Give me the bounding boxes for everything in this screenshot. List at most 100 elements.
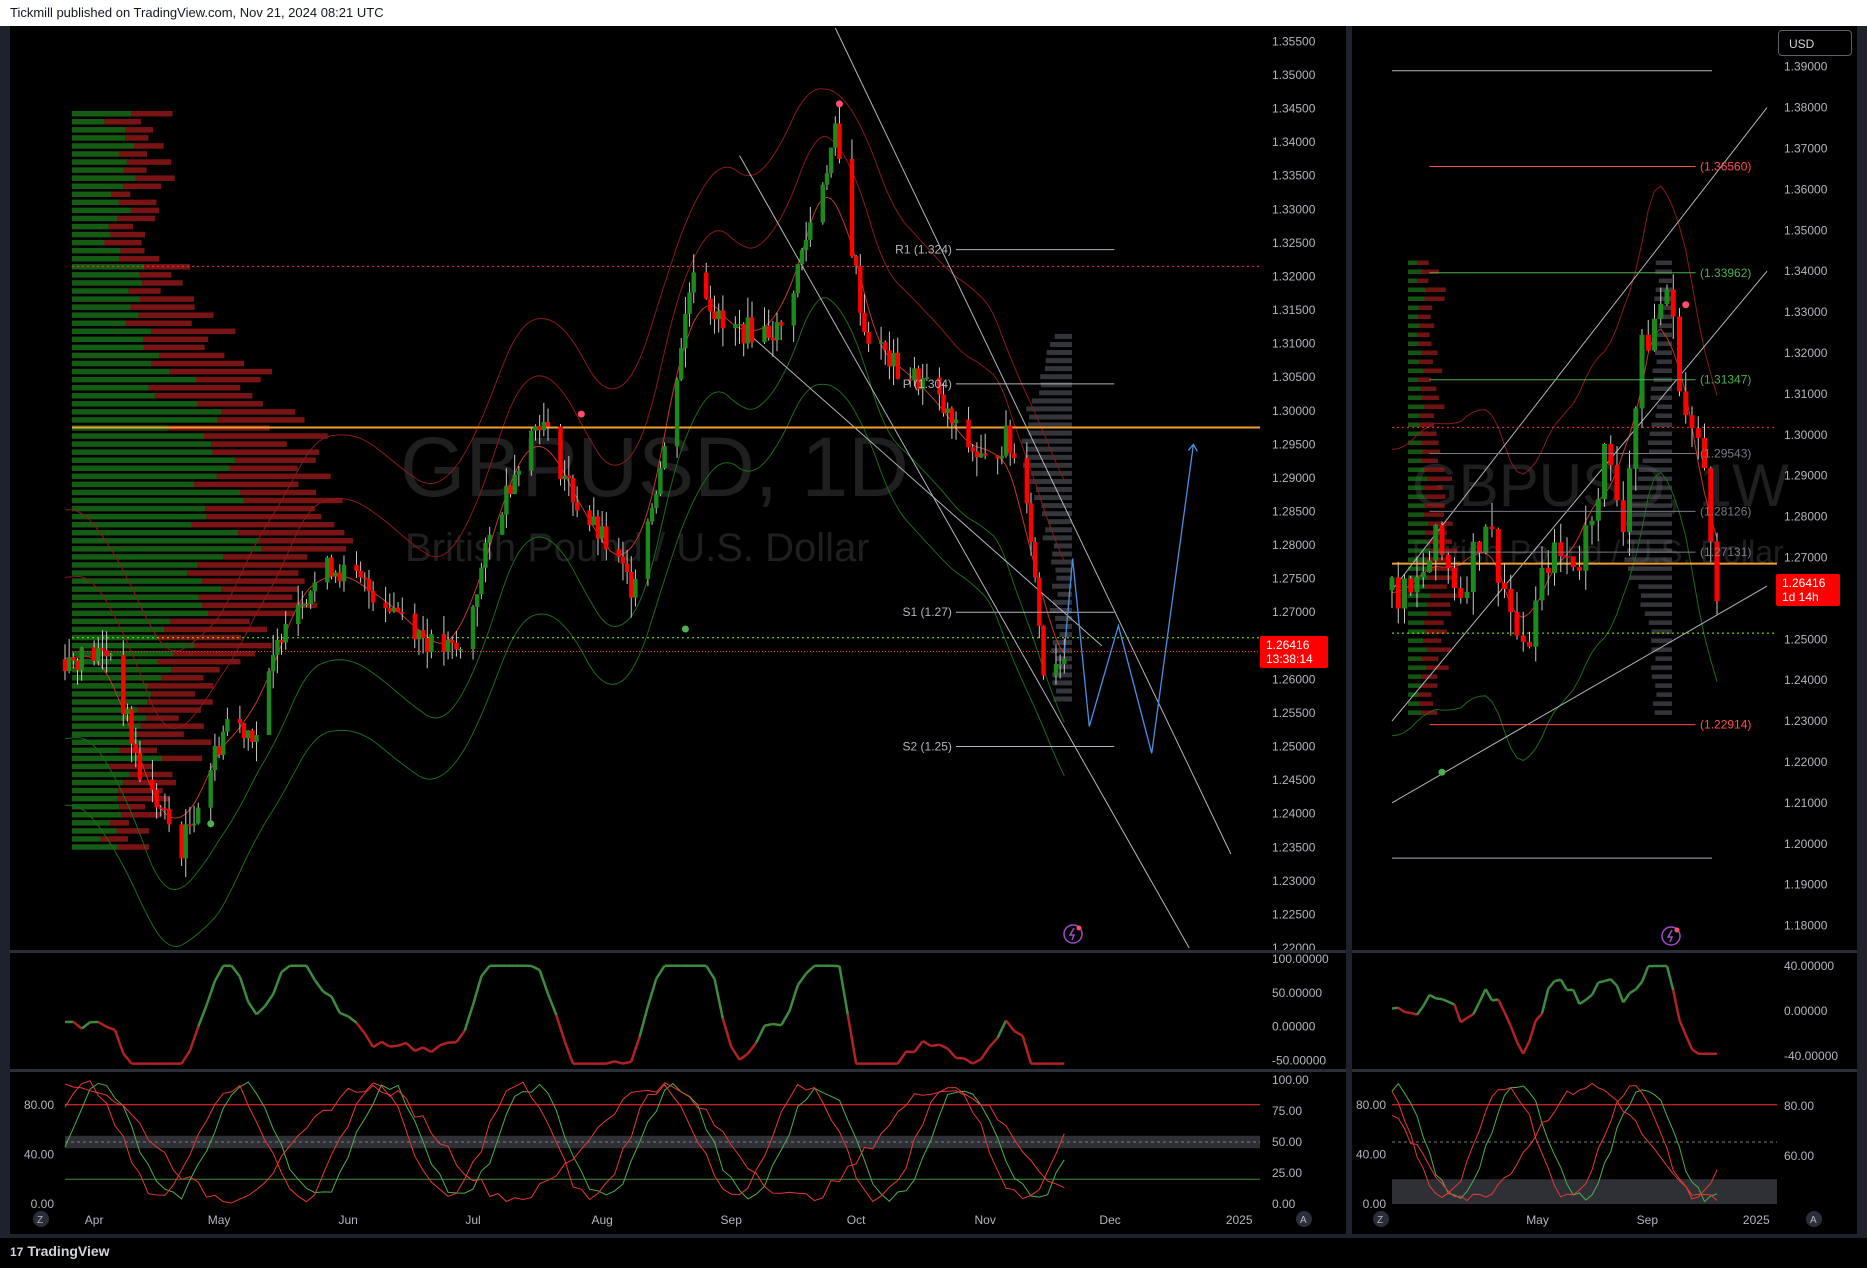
right-z-button[interactable]: Z [1373, 1211, 1389, 1227]
rvp-sell-bar [1419, 359, 1433, 364]
vp-sell-bar [123, 183, 162, 189]
candle-body [208, 770, 213, 808]
osc1-segment [630, 1036, 641, 1063]
vp-sell-bar [104, 239, 142, 246]
vp-sell-bar [141, 739, 212, 746]
left-chart-panel[interactable]: GBPUSD, 1D British Pound / U.S. Dollar R… [10, 26, 1346, 1234]
right-a-button[interactable]: A [1806, 1211, 1822, 1227]
candle-body [662, 446, 667, 469]
currency-button[interactable]: USD [1778, 30, 1852, 56]
osc1-segment [614, 1060, 624, 1065]
r-osc1-segment [1547, 980, 1556, 990]
r-candle-body [1595, 499, 1601, 521]
r-osc1-segment [1478, 988, 1487, 1003]
r-price-tick: 1.37000 [1784, 142, 1828, 156]
right-pane-sep-2[interactable] [1352, 1069, 1857, 1072]
rvp-buy-bar [1408, 656, 1422, 661]
candle-body [891, 352, 896, 367]
vp-buy-bar [72, 239, 105, 246]
candle-body [674, 379, 680, 447]
vp-buy-bar [72, 409, 221, 415]
vp-sell-bar [109, 763, 153, 770]
candle-body [974, 451, 980, 458]
tradingview-logo[interactable]: 17 TradingView [10, 1243, 110, 1259]
r-candle-body [1614, 465, 1620, 501]
tv-logo-text: TradingView [27, 1243, 110, 1259]
right-chart-svg[interactable]: GBPUSD, 1W British Pound / U.S. Dollar (… [1352, 26, 1857, 1234]
rvp-buy-bar [1408, 530, 1426, 535]
left-pane-sep-1[interactable] [10, 950, 1346, 953]
vp-sell-bar [108, 223, 133, 230]
r-osc1-segment [1597, 979, 1605, 984]
osc1-segment [463, 1004, 475, 1031]
r-osc1-segment [1484, 988, 1494, 1002]
price-tick: 1.25000 [1272, 740, 1316, 754]
osc1-segment [238, 976, 250, 1003]
r-candle-body [1564, 556, 1570, 558]
r-candle-body [1570, 556, 1576, 567]
vp-sell-bar [121, 812, 162, 818]
osc1-segment [330, 996, 341, 1014]
vp-session-bar [1031, 398, 1072, 404]
r-osc2-band [1392, 1179, 1777, 1204]
r-osc1-segment [1628, 988, 1637, 995]
left-pane-sep-2[interactable] [10, 1069, 1346, 1072]
r-osc1-segment [1460, 1016, 1468, 1024]
r-osc1-tick: 0.00000 [1784, 1004, 1828, 1018]
time-tick: Oct [847, 1213, 866, 1227]
candle-body [279, 640, 284, 643]
vp-buy-bar [72, 699, 147, 705]
vp-sell-bar [221, 409, 296, 415]
r-osc1-segment [1515, 1041, 1525, 1055]
candle-body [395, 607, 401, 613]
r-candle-body [1533, 600, 1539, 647]
r-channel-upper-2 [1391, 107, 1768, 591]
candle-body [191, 823, 197, 826]
candle-body [104, 650, 109, 657]
vp-buy-bar [72, 787, 119, 794]
rvp-session-bar [1650, 386, 1672, 391]
vp-sell-bar [143, 344, 205, 351]
candle-body [312, 582, 317, 592]
price-tick: 1.32500 [1272, 236, 1316, 250]
osc2-right-tick: 50.00 [1272, 1135, 1302, 1149]
candle-body [450, 639, 455, 643]
candle-body [183, 824, 188, 859]
vp-buy-bar [72, 449, 213, 455]
rvp-session-bar [1624, 557, 1672, 562]
rvp-buy-bar [1408, 359, 1420, 364]
vp-session-bar [1035, 487, 1072, 492]
left-a-button[interactable]: A [1296, 1211, 1312, 1227]
candle-body [937, 377, 942, 395]
lightning-icon[interactable] [1063, 924, 1083, 944]
right-chart-panel[interactable]: GBPUSD, 1W British Pound / U.S. Dollar (… [1352, 26, 1857, 1234]
osc1-segment [730, 1046, 741, 1061]
price-tick: 1.30500 [1272, 370, 1316, 384]
candle-body [624, 563, 630, 572]
rvp-buy-bar [1408, 332, 1418, 337]
left-z-button[interactable]: Z [33, 1211, 49, 1227]
vp-sell-bar [202, 578, 305, 584]
candle-body [587, 510, 592, 526]
candle-body [912, 368, 917, 381]
vp-buy-bar [72, 465, 230, 472]
vp-buy-bar [72, 441, 212, 447]
r-osc2-left-tick: 0.00 [1363, 1197, 1387, 1211]
candle-body [824, 173, 830, 185]
rvp-sell-bar [1421, 458, 1438, 463]
rvp-buy-bar [1408, 413, 1420, 418]
right-pane-sep-1[interactable] [1352, 950, 1857, 953]
rvp-sell-bar [1419, 701, 1434, 706]
rvp-buy-bar [1408, 287, 1425, 292]
r-osc1-segment [1528, 1020, 1537, 1042]
left-chart-svg[interactable]: GBPUSD, 1D British Pound / U.S. Dollar R… [10, 26, 1346, 1234]
r-osc2-left-tick: 40.00 [1356, 1147, 1386, 1161]
rvp-session-bar [1640, 602, 1672, 607]
lightning-icon-right[interactable] [1661, 926, 1681, 946]
left-last-price: 1.26416 [1266, 638, 1310, 652]
osc1-segment [988, 1036, 999, 1048]
osc1-segment [97, 1020, 108, 1029]
rvp-buy-bar [1408, 629, 1426, 634]
projection-path [1063, 444, 1195, 754]
r-osc1-segment [1391, 1006, 1399, 1010]
